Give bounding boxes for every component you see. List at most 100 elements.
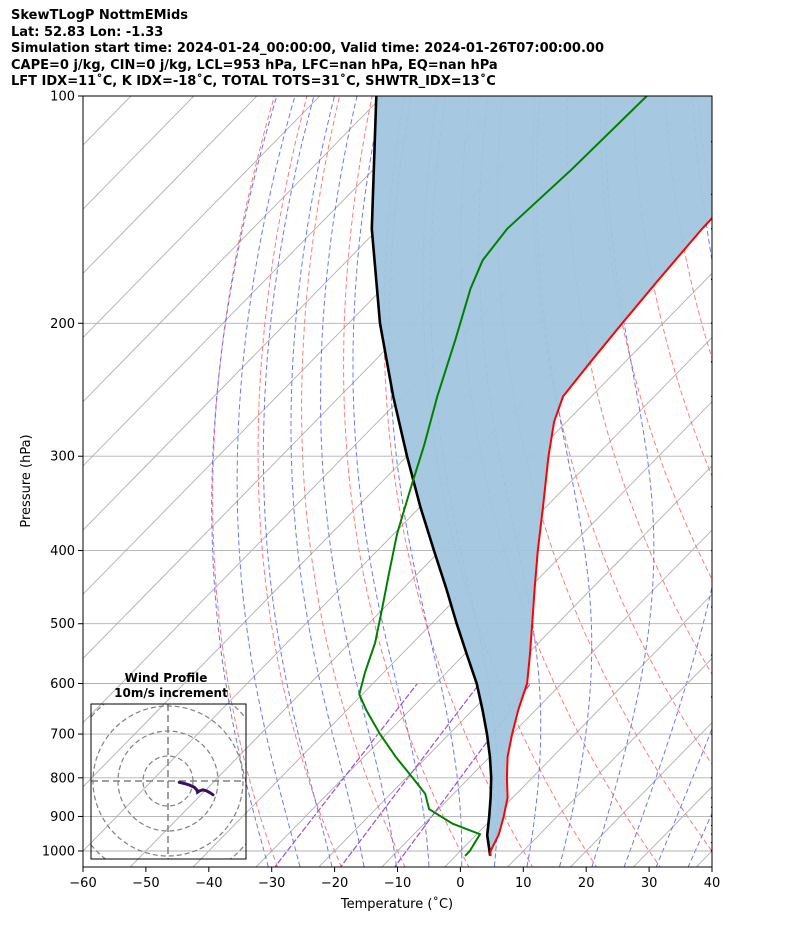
wind-barb — [710, 845, 752, 859]
isotherm-line — [255, 401, 712, 867]
x-axis-ticks: −60 −50 −40 −30 −20 −10 0 10 20 30 40 — [69, 867, 720, 891]
isotherm-line — [83, 96, 195, 210]
wind-barb-flag — [737, 274, 743, 288]
moist-adiabat-line — [655, 727, 712, 867]
wind-barb-flag — [743, 816, 746, 831]
wind-barb-flag — [738, 816, 741, 831]
hodograph-frame — [90, 703, 247, 860]
wind-barb-flag — [746, 134, 752, 148]
wind-barb-flag — [738, 810, 740, 825]
moist-adiabat-line — [352, 96, 430, 867]
isotherm-line — [83, 96, 384, 403]
y-tick-label: 400 — [50, 544, 75, 559]
wind-barb-half-flag — [733, 847, 736, 854]
chart-header: SkewTLogP NottmEMids Lat: 52.83 Lon: -1.… — [11, 8, 604, 91]
wind-barb-flag — [746, 187, 752, 201]
moist-adiabat-line — [388, 96, 463, 867]
wind-barb-shaft — [710, 278, 712, 281]
wind-barb-half-flag — [729, 551, 731, 559]
wind-barb-flag — [734, 816, 737, 831]
wind-barb-flag — [737, 189, 743, 203]
x-tick-label: −10 — [384, 876, 411, 891]
wind-barb-flag — [738, 224, 744, 238]
wind-barb-flag — [738, 508, 740, 523]
wind-barb-flag — [737, 136, 743, 150]
wind-barb-flag — [747, 551, 750, 566]
wind-barb-flag — [734, 825, 737, 840]
wind-barb-shaft — [710, 193, 712, 195]
moist-adiabat-line — [236, 96, 301, 867]
wind-barb-flag — [742, 840, 746, 855]
wind-barb-shaft — [710, 806, 712, 808]
wind-barb-pennant — [739, 662, 746, 678]
wind-barb-shaft — [710, 696, 712, 698]
wind-barb — [711, 815, 750, 831]
wind-barb — [710, 840, 746, 855]
moist-adiabat-line — [623, 96, 712, 867]
wind-barb-flag — [747, 816, 750, 831]
parcel-profile-line — [370, 96, 493, 857]
isotherm-line — [83, 96, 258, 274]
isotherm-line — [744, 61, 794, 882]
isotherm-line — [83, 96, 447, 467]
moist-adiabat-line — [290, 96, 365, 867]
x-tick-label: 10 — [515, 876, 532, 891]
wind-barb-flag — [747, 508, 749, 523]
wind-barb-half-flag — [729, 191, 732, 198]
isotherm-line — [318, 465, 712, 867]
dry-adiabat-line — [212, 96, 279, 867]
wind-barb — [710, 654, 746, 678]
isotherm-line — [0, 61, 102, 882]
x-tick-label: 40 — [704, 876, 721, 891]
wind-barb-shaft — [710, 850, 712, 852]
wind-barb — [710, 777, 712, 779]
isotherm-line — [192, 336, 712, 867]
wind-barb — [710, 696, 712, 698]
wind-barb-flag — [747, 801, 749, 816]
wind-barb-shaft — [710, 322, 712, 324]
wind-barb — [710, 506, 749, 523]
wind-barb-half-flag — [729, 799, 730, 807]
wind-barb-flag — [747, 831, 751, 846]
wind-barb-flag — [743, 551, 746, 566]
wind-barb-flag — [738, 825, 741, 840]
wind-barb-half-flag — [729, 809, 730, 817]
dry-adiabat-line — [532, 96, 712, 766]
moist-adiabat-line — [687, 812, 712, 867]
header-title: SkewTLogP NottmEMids — [11, 8, 189, 23]
wind-barb-flag — [746, 223, 752, 237]
isotherm-line — [569, 721, 712, 867]
wind-barb-flag — [742, 508, 744, 523]
hodograph-title: Wind Profile — [125, 671, 208, 685]
x-tick-label: −30 — [258, 876, 285, 891]
wind-barb — [710, 361, 712, 363]
moist-adiabat-line — [211, 96, 278, 867]
wind-barb-flag — [733, 190, 739, 204]
wind-barb-flag — [742, 223, 748, 237]
wind-barb-flag — [747, 810, 749, 825]
wind-barb-shaft — [710, 777, 712, 779]
isotherm-line — [444, 593, 712, 867]
wind-barb-flag — [733, 800, 735, 815]
wind-barb-half-flag — [729, 816, 731, 824]
wind-barb — [710, 806, 749, 825]
y-axis-ticks: 100 200 300 400 500 600 700 800 900 1000 — [42, 90, 83, 860]
dewpoint-profile-line — [358, 96, 648, 857]
dry-adiabat-line — [727, 62, 794, 883]
hodograph-trace — [177, 780, 215, 797]
hodograph-subtitle: 10m/s increment — [114, 686, 228, 700]
y-tick-label: 200 — [50, 317, 75, 332]
x-tick-label: −60 — [69, 876, 96, 891]
wind-barb-flag — [738, 800, 740, 815]
x-tick-label: −40 — [195, 876, 222, 891]
wind-barb — [710, 797, 749, 816]
mixing-ratio-line — [274, 683, 418, 867]
x-tick-label: 0 — [456, 876, 464, 891]
temperature-profile-line — [489, 216, 712, 856]
wind-barb — [711, 549, 750, 566]
wind-barb-flag — [746, 845, 752, 859]
wind-barb-shaft — [710, 455, 712, 457]
wind-barb — [710, 187, 752, 204]
wind-barb-flag — [733, 275, 739, 289]
